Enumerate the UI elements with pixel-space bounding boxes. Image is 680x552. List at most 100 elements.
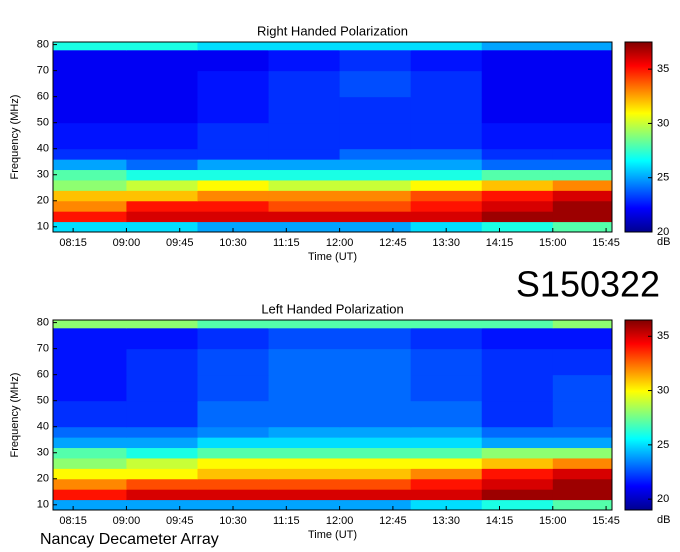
heatmap-cell <box>53 70 127 98</box>
x-tick-label: 15:45 <box>592 237 620 249</box>
heatmap-cell <box>53 221 127 233</box>
x-tick-label: 12:00 <box>326 237 354 249</box>
colorbar-label: dB <box>657 514 670 526</box>
heatmap-cell <box>410 148 483 160</box>
y-tick-label: 20 <box>37 195 49 207</box>
heatmap-cell <box>268 426 341 438</box>
y-tick-label: 70 <box>37 343 49 355</box>
heatmap-cell <box>268 179 341 191</box>
heatmap-cell <box>268 211 341 223</box>
heatmap-cell <box>197 169 270 181</box>
heatmap-cell <box>410 122 483 150</box>
x-tick-label: 14:15 <box>486 515 514 527</box>
heatmap-cell <box>481 374 554 402</box>
heatmap-cell <box>410 96 483 124</box>
heatmap-cell <box>53 489 127 501</box>
heatmap-cell <box>268 489 341 501</box>
heatmap-cell <box>410 457 483 469</box>
x-tick-label: 10:30 <box>219 237 247 249</box>
y-tick-label: 30 <box>37 169 49 181</box>
heatmap-cell <box>481 42 554 51</box>
heatmap-cell <box>481 457 554 469</box>
heatmap-cell <box>339 348 412 376</box>
heatmap-cell <box>552 457 613 469</box>
x-tick-label: 12:00 <box>326 515 354 527</box>
heatmap-cell <box>53 49 127 72</box>
heatmap-cell <box>53 447 127 459</box>
heatmap-cell <box>53 96 127 124</box>
heatmap-cell <box>197 211 270 223</box>
heatmap-cell <box>339 42 412 51</box>
heatmap-cell <box>410 400 483 428</box>
heatmap-cell <box>126 159 198 171</box>
heatmap-cell <box>126 489 198 501</box>
heatmap-cell <box>197 374 270 402</box>
heatmap-cell <box>552 468 613 480</box>
heatmap-cell <box>268 70 341 98</box>
heatmap-cell <box>197 400 270 428</box>
heatmap-cell <box>339 211 412 223</box>
heatmap-cell <box>481 179 554 191</box>
heatmap-cell <box>481 190 554 202</box>
heatmap-cell <box>268 447 341 459</box>
heatmap-cell <box>410 499 483 511</box>
heatmap-cell <box>268 122 341 150</box>
heatmap-cell <box>339 320 412 329</box>
y-tick-label: 10 <box>37 499 49 511</box>
heatmap-cell <box>126 499 198 511</box>
heatmap-cell <box>339 200 412 212</box>
heatmap-cell <box>339 489 412 501</box>
heatmap-cell <box>410 70 483 98</box>
heatmap-cell <box>339 70 412 98</box>
heatmap-cell <box>339 159 412 171</box>
heatmap-cell <box>126 122 198 150</box>
x-tick-label: 13:30 <box>432 515 460 527</box>
x-tick-label: 09:45 <box>166 237 194 249</box>
colorbar-tick-label: 35 <box>657 330 669 342</box>
heatmap-cell <box>197 468 270 480</box>
heatmap-cell <box>268 159 341 171</box>
heatmap-cell <box>552 200 613 212</box>
heatmap-cell <box>126 70 198 98</box>
heatmap-cell <box>410 478 483 490</box>
heatmap-cell <box>197 221 270 233</box>
heatmap-cell <box>552 190 613 202</box>
heatmap-cell <box>53 211 127 223</box>
heatmap-cell <box>552 42 613 51</box>
heatmap-cell <box>126 179 198 191</box>
heatmap-cell <box>410 426 483 438</box>
y-tick-label: 60 <box>37 91 49 103</box>
heatmap-cell <box>53 468 127 480</box>
heatmap-cell <box>410 489 483 501</box>
heatmap-cell <box>410 468 483 480</box>
x-axis-label: Time (UT) <box>308 251 357 263</box>
y-tick-label: 50 <box>37 395 49 407</box>
heatmap-cell <box>481 70 554 98</box>
heatmap-cell <box>339 499 412 511</box>
x-tick-label: 12:45 <box>379 237 407 249</box>
heatmap-cell <box>552 49 613 72</box>
heatmap-cell <box>197 437 270 449</box>
heatmap-cell <box>552 148 613 160</box>
heatmap-cell <box>126 437 198 449</box>
heatmap-cell <box>552 96 613 124</box>
y-tick-label: 40 <box>37 143 49 155</box>
heatmap-cell <box>552 374 613 402</box>
footer: Nancay Decameter Array <box>40 531 219 548</box>
heatmap-cell <box>410 221 483 233</box>
heatmap-cell <box>410 200 483 212</box>
x-tick-label: 09:45 <box>166 515 194 527</box>
x-tick-label: 10:30 <box>219 515 247 527</box>
y-tick-label: 40 <box>37 421 49 433</box>
heatmap-cell <box>197 327 270 350</box>
heatmap-cell <box>126 457 198 469</box>
plot-frame <box>52 319 613 511</box>
heatmap-cell <box>126 327 198 350</box>
heatmap-cell <box>126 96 198 124</box>
heatmap-cell <box>481 426 554 438</box>
heatmap-cell <box>197 200 270 212</box>
heatmap-cell <box>481 489 554 501</box>
heatmap-cell <box>53 179 127 191</box>
heatmap-cell <box>410 159 483 171</box>
heatmap-cell <box>197 42 270 51</box>
